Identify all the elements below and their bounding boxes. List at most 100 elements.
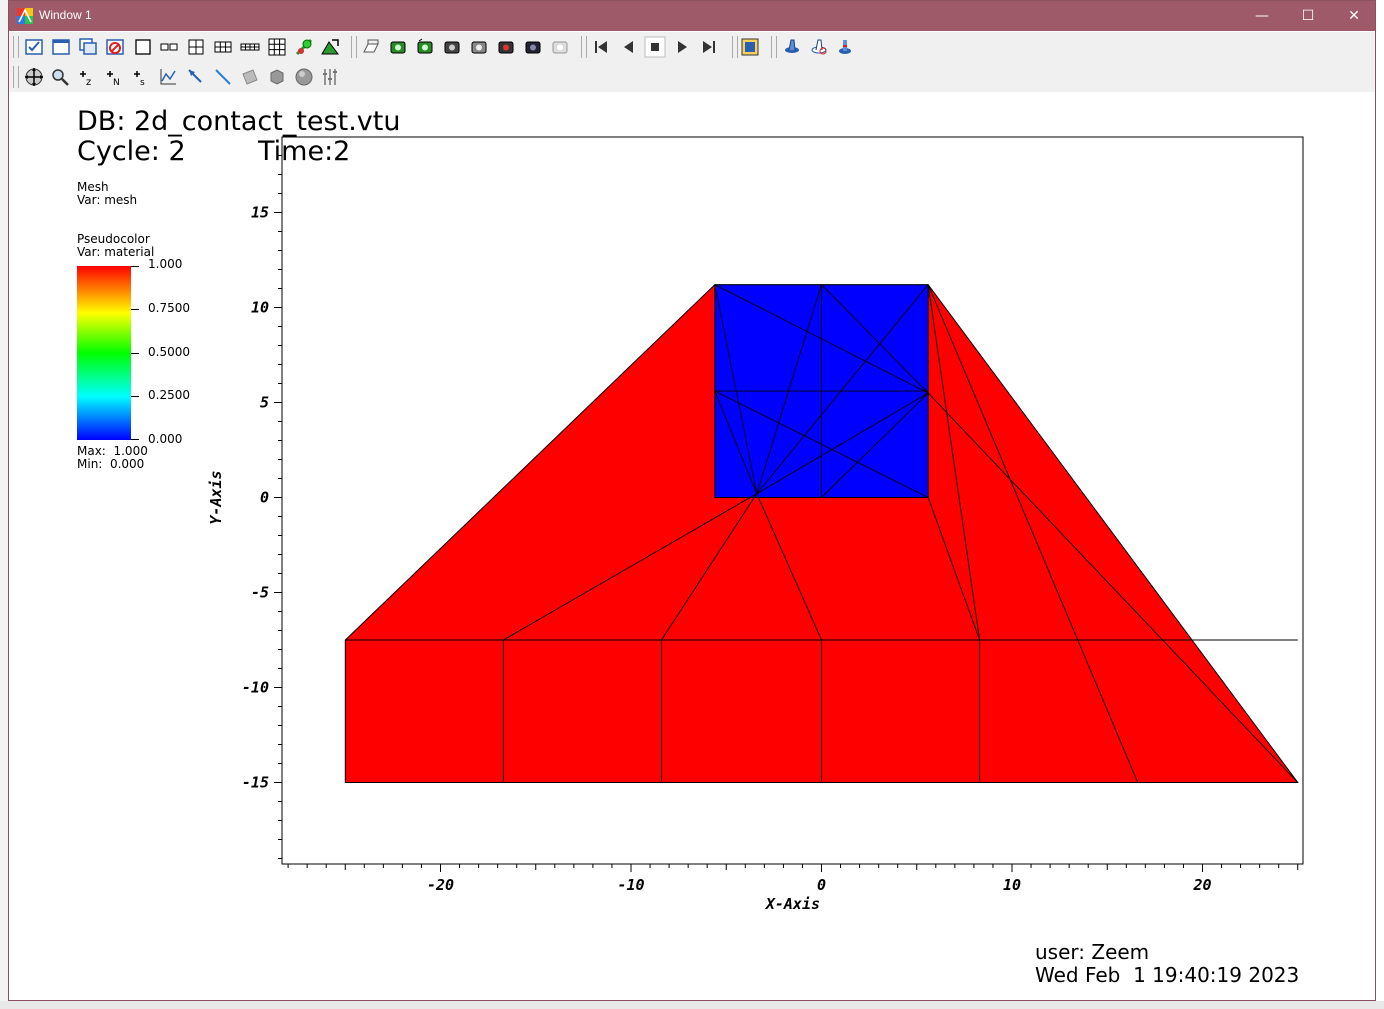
material-1-region — [344, 284, 1299, 783]
x-tick-label: 10 — [1003, 876, 1021, 894]
layout-1x2-button[interactable] — [158, 36, 180, 58]
layout-2x2-icon — [188, 39, 204, 55]
frame-first-button[interactable] — [590, 36, 612, 58]
navigate-button[interactable] — [23, 66, 45, 88]
box-tool-icon — [270, 69, 284, 85]
delete-window-button[interactable] — [104, 36, 126, 58]
toolbar-handle[interactable] — [13, 36, 19, 58]
layout-2x3-icon — [214, 41, 232, 53]
lock-button[interactable] — [834, 36, 856, 58]
layout-2x4-button[interactable] — [239, 36, 261, 58]
close-button[interactable]: ✕ — [1331, 1, 1375, 31]
add-window-icon — [52, 39, 70, 55]
line-tool-button[interactable] — [212, 66, 234, 88]
lineout-button[interactable] — [157, 66, 179, 88]
pseudocolor-legend-title: Pseudocolor — [77, 232, 150, 246]
x-tick-label: 0 — [817, 876, 826, 894]
toolbar-handle[interactable] — [351, 36, 357, 58]
frame-back-button[interactable] — [617, 36, 639, 58]
redraw-button[interactable] — [414, 36, 436, 58]
clear-all-button[interactable] — [495, 36, 517, 58]
x-tick-label: 20 — [1192, 876, 1211, 894]
redraw-icon — [417, 38, 433, 54]
play-button[interactable] — [671, 36, 693, 58]
layout-3x3-button[interactable] — [266, 36, 288, 58]
camera-button[interactable] — [522, 36, 544, 58]
y-tick-label: -10 — [242, 679, 269, 697]
draw-plots-button[interactable] — [387, 36, 409, 58]
node-pick-icon: N — [107, 71, 120, 88]
point-tool-button[interactable] — [185, 66, 207, 88]
axis-array-button[interactable] — [319, 66, 341, 88]
mesh-edge — [927, 497, 981, 641]
maximize-button[interactable]: ☐ — [1285, 1, 1331, 31]
mesh-edge — [756, 284, 929, 494]
auto-update-button[interactable] — [360, 36, 382, 58]
legend-max-label: Max: 1.000 — [77, 444, 148, 458]
delete-plots-button[interactable] — [468, 36, 490, 58]
color-bar-label: 0.5000 — [148, 345, 190, 359]
zoom-icon — [52, 69, 69, 86]
active-window-button[interactable] — [23, 36, 45, 58]
y-tick-label: 15 — [251, 204, 269, 222]
layout-2x2-button[interactable] — [185, 36, 207, 58]
spin-button[interactable] — [781, 36, 803, 58]
mesh-edge — [756, 493, 822, 641]
zone-pick-button[interactable]: z — [76, 66, 98, 88]
stop-button[interactable] — [644, 36, 666, 58]
spreadsheet-pick-button[interactable]: s — [130, 66, 152, 88]
mesh-edge — [756, 284, 822, 494]
spreadsheet-pick-icon: s — [134, 71, 145, 88]
point-tool-icon — [188, 69, 202, 83]
toolbar-handle[interactable] — [13, 66, 19, 88]
sphere-tool-button[interactable] — [293, 66, 315, 88]
title-bar[interactable]: Window 1 — ☐ ✕ — [9, 1, 1375, 31]
layout-2x3-button[interactable] — [212, 36, 234, 58]
query-button[interactable] — [549, 36, 571, 58]
frame-last-icon — [703, 41, 715, 53]
toolbar-handle[interactable] — [732, 36, 738, 58]
toolbar-handle[interactable] — [581, 36, 587, 58]
axis-array-icon — [323, 69, 337, 85]
visualization-area[interactable]: DB: 2d_contact_test.vtu Cycle: 2 Time:2 … — [9, 92, 1375, 1000]
minimize-button[interactable]: — — [1239, 1, 1285, 31]
add-window-button[interactable] — [50, 36, 72, 58]
invert-background-icon — [741, 38, 759, 56]
zone-pick-icon: z — [80, 71, 91, 88]
node-pick-button[interactable]: N — [103, 66, 125, 88]
hide-plots-button[interactable] — [441, 36, 463, 58]
x-axis-title: X-Axis — [764, 895, 820, 913]
interactor-icon — [811, 39, 827, 55]
lock-view-button[interactable] — [293, 36, 315, 58]
window-title: Window 1 — [39, 8, 92, 22]
invert-background-button[interactable] — [739, 36, 761, 58]
toolbar-handle[interactable] — [771, 36, 777, 58]
layout-1x1-button[interactable] — [132, 36, 154, 58]
active-window-icon — [25, 39, 43, 55]
mesh-edge — [821, 284, 929, 394]
clone-window-icon — [79, 38, 97, 55]
plane-tool-icon — [242, 69, 258, 85]
frame-back-icon — [624, 41, 633, 53]
x-tick-label: -10 — [617, 876, 644, 894]
zoom-button[interactable] — [49, 66, 71, 88]
interactor-button[interactable] — [808, 36, 830, 58]
camera-icon — [525, 41, 541, 54]
frame-last-button[interactable] — [698, 36, 720, 58]
pseudocolor-legend-var: Var: material — [77, 245, 155, 259]
line-tool-icon — [215, 69, 231, 85]
mesh-plot[interactable]: -20 -10 0 10 20 15 10 5 0 -5 -10 -15 X-Axis Y-Axis — [9, 92, 1375, 1000]
layout-1x1-icon — [135, 39, 151, 55]
x-tick-label: -20 — [427, 876, 454, 894]
y-tick-label: -15 — [242, 774, 269, 792]
box-tool-button[interactable] — [266, 66, 288, 88]
date-label: Wed Feb 1 19:40:19 2023 — [1035, 963, 1300, 987]
sphere-tool-icon — [295, 68, 313, 86]
clone-window-button[interactable] — [77, 36, 99, 58]
time-label: Time:2 — [258, 136, 351, 167]
lock-view-icon — [295, 38, 313, 56]
lock-time-button[interactable] — [319, 36, 341, 58]
spin-icon — [785, 39, 799, 53]
layout-3x3-icon — [268, 38, 286, 56]
plane-tool-button[interactable] — [239, 66, 261, 88]
